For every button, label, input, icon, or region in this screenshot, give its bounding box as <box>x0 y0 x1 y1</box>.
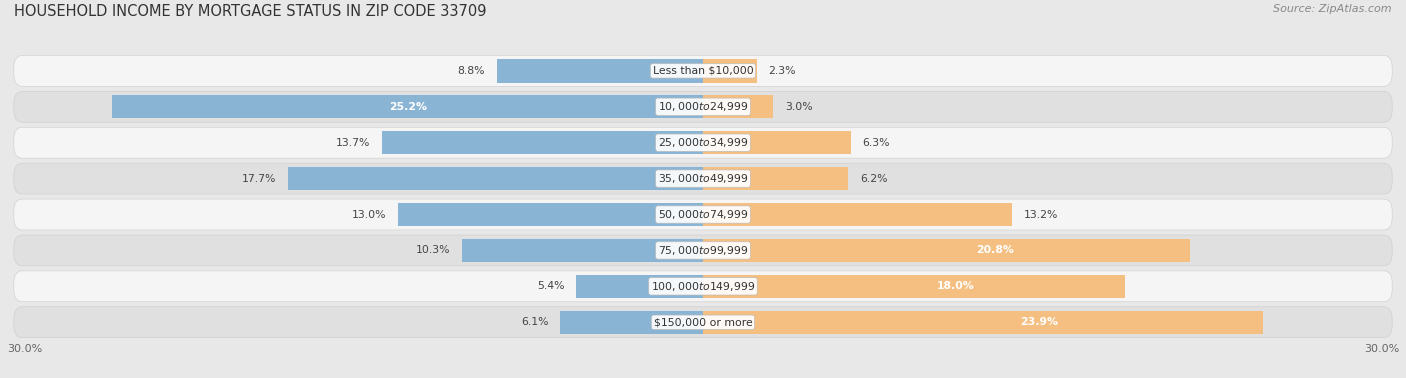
Text: Less than $10,000: Less than $10,000 <box>652 66 754 76</box>
Bar <box>703 239 1191 262</box>
Text: 2.3%: 2.3% <box>769 66 796 76</box>
FancyBboxPatch shape <box>14 163 1392 194</box>
Bar <box>398 203 703 226</box>
Legend: Without Mortgage, With Mortgage: Without Mortgage, With Mortgage <box>572 375 834 378</box>
Bar <box>703 167 848 190</box>
Bar <box>703 95 773 118</box>
FancyBboxPatch shape <box>14 235 1392 266</box>
FancyBboxPatch shape <box>14 199 1392 230</box>
FancyBboxPatch shape <box>14 91 1392 122</box>
Text: 18.0%: 18.0% <box>938 281 974 291</box>
Text: 6.3%: 6.3% <box>862 138 890 148</box>
Text: 13.7%: 13.7% <box>336 138 370 148</box>
Text: 13.0%: 13.0% <box>352 209 387 220</box>
Text: 13.2%: 13.2% <box>1024 209 1059 220</box>
Text: 23.9%: 23.9% <box>1019 317 1059 327</box>
Text: 30.0%: 30.0% <box>7 344 42 354</box>
Bar <box>461 239 703 262</box>
Text: 3.0%: 3.0% <box>785 102 813 112</box>
Text: $25,000 to $34,999: $25,000 to $34,999 <box>658 136 748 149</box>
Text: 5.4%: 5.4% <box>537 281 565 291</box>
Bar <box>703 59 756 82</box>
Text: HOUSEHOLD INCOME BY MORTGAGE STATUS IN ZIP CODE 33709: HOUSEHOLD INCOME BY MORTGAGE STATUS IN Z… <box>14 4 486 19</box>
Bar <box>703 275 1125 298</box>
Text: $10,000 to $24,999: $10,000 to $24,999 <box>658 100 748 113</box>
FancyBboxPatch shape <box>14 271 1392 302</box>
Bar <box>382 131 703 154</box>
Text: Source: ZipAtlas.com: Source: ZipAtlas.com <box>1274 4 1392 14</box>
Text: 6.2%: 6.2% <box>860 174 887 184</box>
FancyBboxPatch shape <box>14 127 1392 158</box>
Bar <box>703 131 851 154</box>
Text: 10.3%: 10.3% <box>415 245 450 256</box>
Bar <box>703 203 1012 226</box>
Bar <box>496 59 703 82</box>
FancyBboxPatch shape <box>14 307 1392 338</box>
Text: $35,000 to $49,999: $35,000 to $49,999 <box>658 172 748 185</box>
Text: $100,000 to $149,999: $100,000 to $149,999 <box>651 280 755 293</box>
Text: 30.0%: 30.0% <box>1364 344 1399 354</box>
FancyBboxPatch shape <box>14 56 1392 86</box>
Bar <box>703 311 1263 334</box>
Text: 17.7%: 17.7% <box>242 174 277 184</box>
Text: $50,000 to $74,999: $50,000 to $74,999 <box>658 208 748 221</box>
Text: 6.1%: 6.1% <box>520 317 548 327</box>
Text: 25.2%: 25.2% <box>388 102 427 112</box>
Text: $150,000 or more: $150,000 or more <box>654 317 752 327</box>
Text: 20.8%: 20.8% <box>977 245 1014 256</box>
Bar <box>112 95 703 118</box>
Bar <box>576 275 703 298</box>
Bar <box>560 311 703 334</box>
Text: $75,000 to $99,999: $75,000 to $99,999 <box>658 244 748 257</box>
Text: 8.8%: 8.8% <box>457 66 485 76</box>
Bar <box>288 167 703 190</box>
